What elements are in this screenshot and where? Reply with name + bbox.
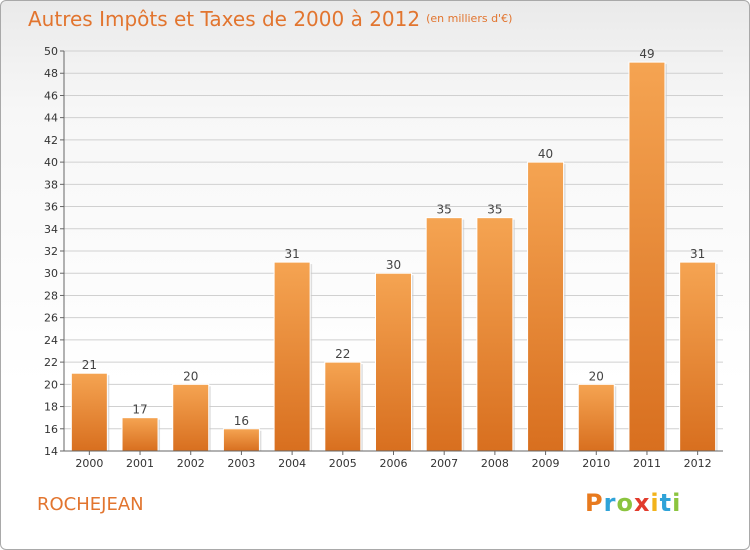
bar (679, 261, 717, 452)
bar (70, 372, 108, 452)
y-tick-label: 42 (44, 134, 58, 147)
chart-title: Autres Impôts et Taxes de 2000 à 2012 (en… (28, 7, 512, 31)
bar-value-label: 20 (183, 369, 198, 383)
y-tick-label: 30 (44, 267, 58, 280)
bar-value-label: 31 (690, 247, 705, 261)
y-tick-label: 18 (44, 401, 58, 414)
x-tick-label: 2006 (380, 457, 408, 470)
bar (577, 383, 615, 452)
chart-unit: (en milliers d'€) (426, 12, 513, 25)
x-tick-label: 2002 (177, 457, 205, 470)
y-tick-label: 14 (44, 445, 58, 458)
bar (425, 217, 463, 452)
x-tick-label: 2003 (227, 457, 255, 470)
y-tick-label: 24 (44, 334, 58, 347)
bar-value-label: 16 (234, 414, 249, 428)
bars (70, 61, 718, 452)
y-tick-label: 38 (44, 178, 58, 191)
y-tick-label: 34 (44, 223, 58, 236)
x-tick-label: 2005 (329, 457, 357, 470)
y-tick-label: 28 (44, 289, 58, 302)
bar (375, 272, 412, 452)
y-tick-label: 20 (44, 378, 58, 391)
y-tick-label: 46 (44, 89, 58, 102)
bar (121, 417, 159, 452)
bar (628, 61, 666, 452)
bar (273, 261, 311, 452)
bar-value-label: 30 (386, 258, 401, 272)
bar (222, 428, 260, 452)
y-tick-label: 32 (44, 245, 58, 258)
y-tick-label: 50 (44, 45, 58, 58)
bar (476, 217, 514, 452)
bar-value-label: 22 (335, 347, 350, 361)
bar-value-label: 17 (132, 403, 147, 417)
x-tick-label: 2008 (481, 457, 509, 470)
bar (527, 161, 565, 452)
y-tick-label: 22 (44, 356, 58, 369)
y-tick-label: 48 (44, 67, 58, 80)
chart-title-text: Autres Impôts et Taxes de 2000 à 2012 (28, 7, 421, 31)
x-tick-label: 2012 (684, 457, 712, 470)
y-tick-label: 36 (44, 201, 58, 214)
x-tick-label: 2009 (532, 457, 560, 470)
y-tick-label: 16 (44, 423, 58, 436)
x-axis: 2000 2001 2002 2003 2004 2005 2006 2007 2008 2009… (64, 450, 723, 470)
y-axis: 14 16 18 20 22 24 26 28 30 32 34 36 38 40 42 44 46 48 50 (44, 45, 65, 458)
x-tick-label: 2010 (582, 457, 610, 470)
bar (324, 361, 362, 452)
y-tick-label: 26 (44, 312, 58, 325)
bar-value-label: 21 (82, 358, 97, 372)
bar-value-label: 40 (538, 147, 553, 161)
x-tick-label: 2001 (126, 457, 154, 470)
bar-value-label: 20 (589, 369, 604, 383)
data-labels: 21 17 20 16 31 22 30 35 35 40 20 49 31 (82, 47, 706, 428)
bar-value-label: 49 (639, 47, 654, 61)
bar-value-label: 31 (284, 247, 299, 261)
x-tick-label: 2007 (430, 457, 458, 470)
bar-value-label: 35 (487, 203, 502, 217)
x-tick-label: 2011 (633, 457, 661, 470)
proxiti-logo[interactable]: Proxiti (585, 489, 682, 517)
bar-value-label: 35 (437, 203, 452, 217)
y-tick-label: 40 (44, 156, 58, 169)
x-tick-label: 2000 (75, 457, 103, 470)
x-tick-label: 2004 (278, 457, 306, 470)
commune-name: ROCHEJEAN (37, 494, 144, 515)
bar (172, 383, 210, 452)
y-tick-label: 44 (44, 112, 58, 125)
